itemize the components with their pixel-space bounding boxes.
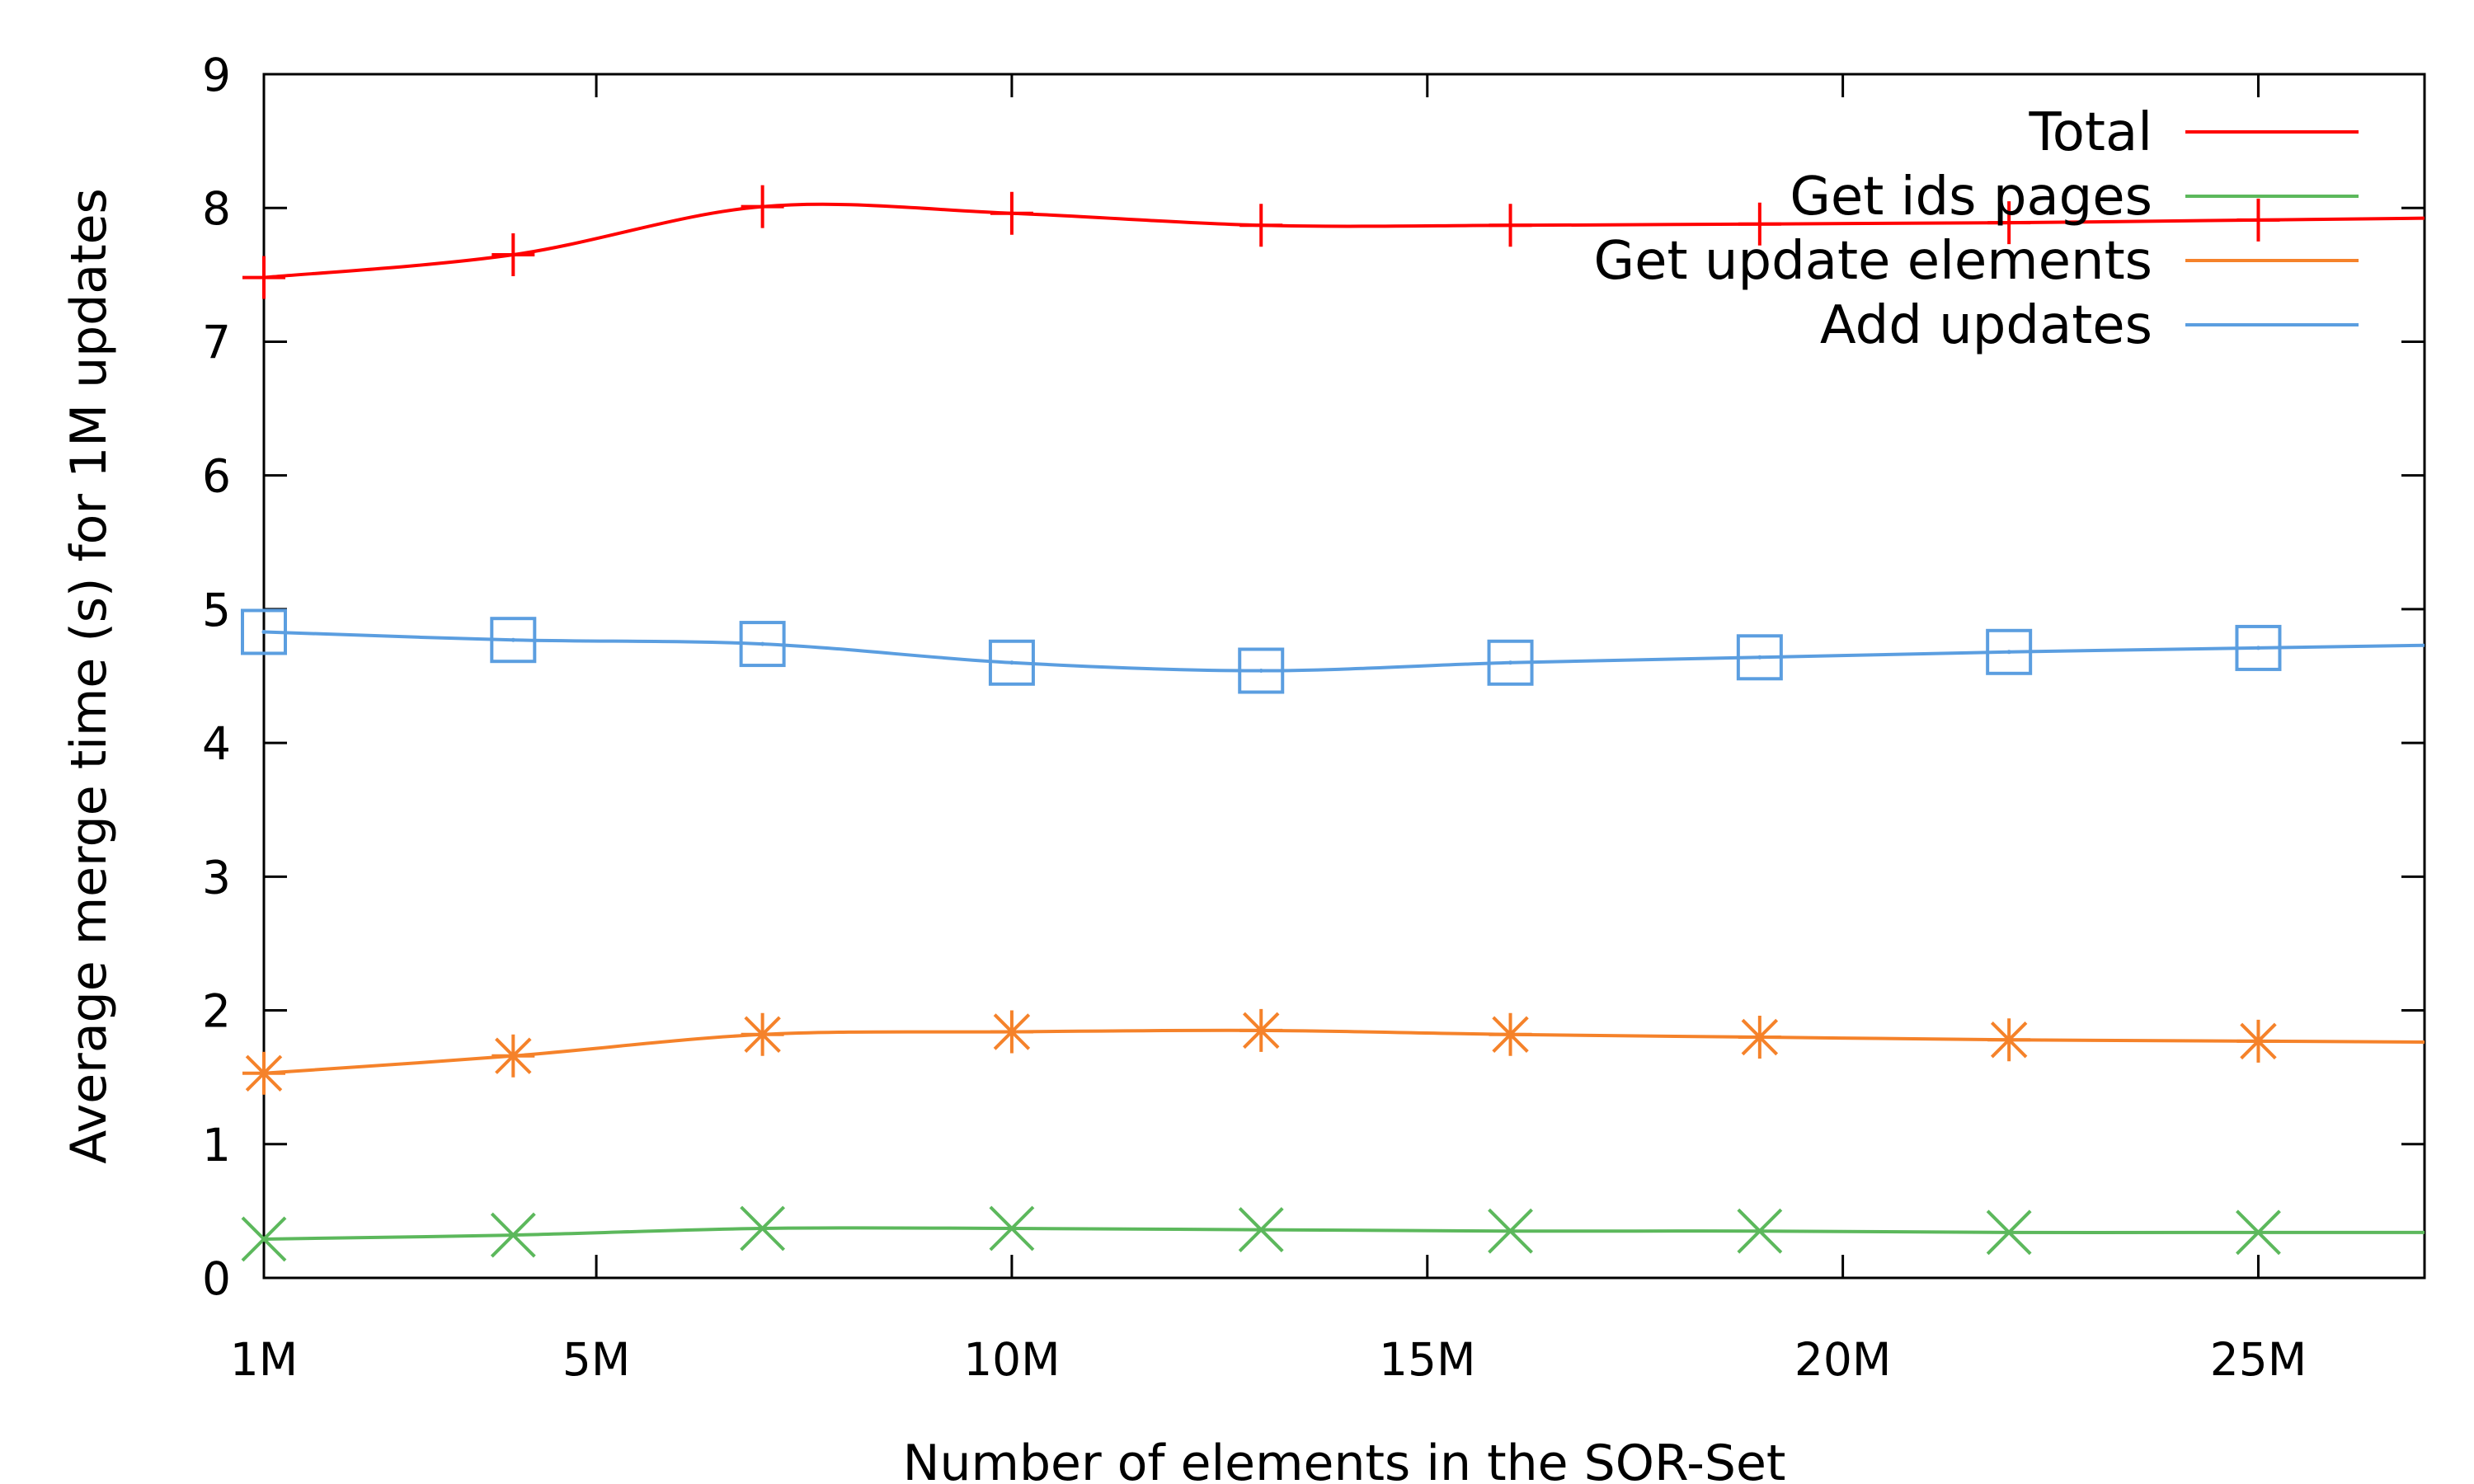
data-point bbox=[492, 1034, 535, 1078]
data-point bbox=[1738, 202, 1781, 246]
data-point bbox=[741, 185, 784, 228]
data-point bbox=[1987, 1018, 2031, 1062]
series-layer bbox=[241, 185, 2425, 1262]
data-point bbox=[988, 639, 1035, 686]
data-point bbox=[492, 233, 535, 276]
data-point bbox=[1987, 201, 2031, 245]
y-tick-label: 6 bbox=[202, 450, 231, 503]
data-point bbox=[741, 1012, 784, 1056]
data-point bbox=[1986, 628, 2033, 675]
data-point bbox=[989, 1205, 1035, 1252]
data-point bbox=[1238, 1207, 1284, 1253]
data-point bbox=[1737, 1208, 1783, 1254]
plot-frame bbox=[262, 73, 2426, 1280]
data-point bbox=[2236, 1019, 2280, 1063]
data-point bbox=[1239, 204, 1283, 247]
x-tick-label: 1M bbox=[230, 1333, 298, 1386]
data-point bbox=[740, 1205, 786, 1252]
series-line bbox=[263, 630, 2425, 673]
x-tick-label: 25M bbox=[2210, 1333, 2307, 1386]
y-tick-label: 3 bbox=[202, 851, 231, 904]
data-point bbox=[1489, 1012, 1532, 1056]
data-point bbox=[990, 191, 1033, 235]
data-point bbox=[990, 1010, 1033, 1054]
y-tick-label: 2 bbox=[202, 985, 231, 1038]
series-line bbox=[263, 1028, 2425, 1075]
data-point bbox=[242, 1051, 285, 1095]
data-point bbox=[490, 1212, 536, 1258]
series-line bbox=[263, 1226, 2425, 1241]
legend-label: Get update elements bbox=[1594, 231, 2153, 292]
data-point bbox=[241, 608, 287, 655]
y-axis-title: Average merge time (s) for 1M updates bbox=[60, 188, 118, 1164]
y-tick-label: 1 bbox=[202, 1119, 231, 1172]
y-tick-label: 0 bbox=[202, 1252, 231, 1305]
data-point bbox=[242, 256, 285, 299]
y-tick-label: 9 bbox=[202, 49, 231, 101]
data-point bbox=[1489, 204, 1532, 247]
data-point bbox=[1986, 1209, 2032, 1256]
data-point bbox=[1238, 647, 1285, 694]
x-tick-label: 15M bbox=[1379, 1333, 1475, 1386]
x-tick-label: 5M bbox=[562, 1333, 630, 1386]
axis-ticks: 0 1 2 3 4 5 6 7 8 9 1M 5M 10M 15M 20M 25M bbox=[202, 49, 2425, 1386]
data-point bbox=[2236, 198, 2280, 242]
y-tick-label: 5 bbox=[202, 584, 231, 636]
data-point bbox=[490, 617, 537, 664]
data-point bbox=[739, 621, 786, 668]
legend-label: Total bbox=[2029, 102, 2152, 163]
y-tick-label: 8 bbox=[202, 182, 231, 235]
x-axis-title: Number of elements in the SOR-Set bbox=[903, 1435, 1786, 1484]
data-point bbox=[1738, 1016, 1781, 1059]
y-tick-label: 4 bbox=[202, 717, 231, 770]
data-point bbox=[1488, 1208, 1533, 1254]
data-point bbox=[1487, 639, 1534, 686]
data-point bbox=[241, 1216, 287, 1262]
series-line bbox=[263, 202, 2425, 279]
data-point bbox=[1239, 1008, 1283, 1052]
data-point bbox=[1736, 634, 1783, 681]
legend-label: Get ids pages bbox=[1790, 167, 2152, 228]
x-tick-label: 20M bbox=[1794, 1333, 1891, 1386]
legend-label: Add updates bbox=[1820, 295, 2152, 356]
x-tick-label: 10M bbox=[963, 1333, 1060, 1386]
y-tick-label: 7 bbox=[202, 316, 231, 369]
data-point bbox=[2236, 1209, 2281, 1256]
data-point bbox=[2235, 624, 2282, 671]
